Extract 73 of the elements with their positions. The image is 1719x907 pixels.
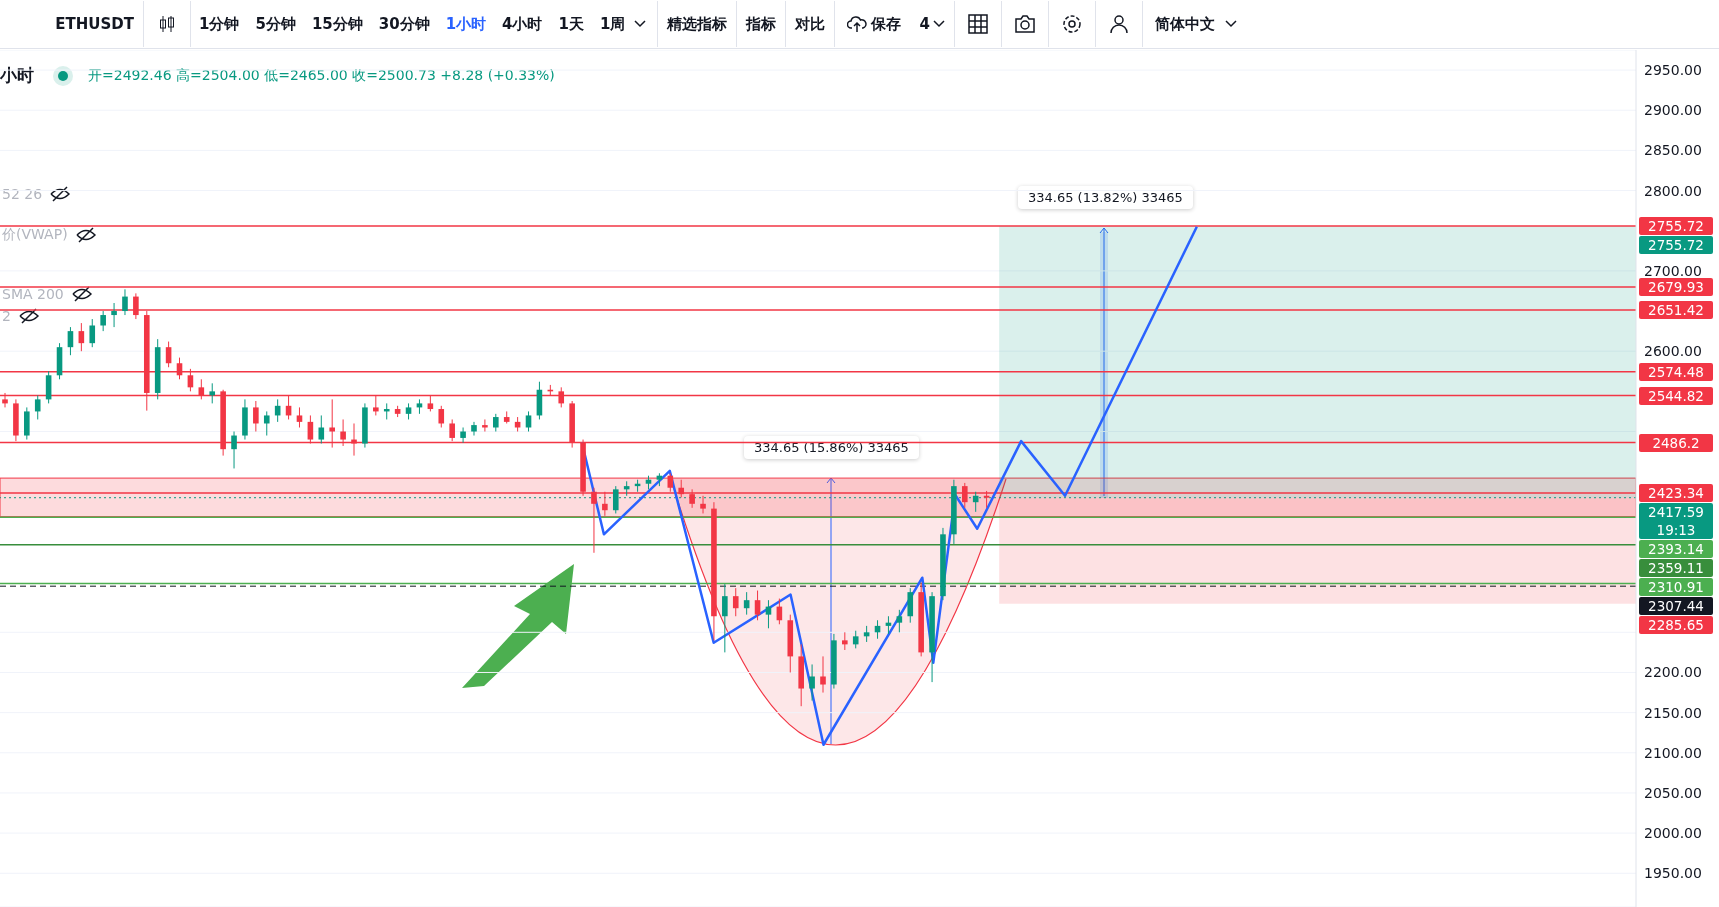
text: 保存 [869, 14, 903, 34]
y-tick-label: 2150.00 [1644, 704, 1702, 721]
ref-line-label: 2651.42 [1639, 300, 1713, 319]
y-tick-label: 1950.00 [1644, 865, 1702, 882]
y-tick-label: 2100.00 [1644, 744, 1702, 761]
candlestick [89, 318, 96, 348]
text: 简体中文 [1153, 14, 1216, 34]
annotation: 334.65 (15.86%) 33465 [744, 436, 919, 459]
text: 30分钟 [377, 14, 431, 34]
text: 1分钟 [198, 14, 241, 34]
candlestick [896, 609, 903, 633]
ref-line-label: 2574.48 [1639, 362, 1713, 381]
text: 1天 [557, 14, 585, 34]
candlestick [809, 663, 815, 702]
ref-line-label: 2486.2 [1639, 433, 1713, 452]
annotation: 334.65 (13.82%) 33465 [1018, 186, 1193, 209]
candlestick [34, 394, 41, 420]
text: 开=2492.46 高=2504.00 低=2465.00 收=2500.73 +8.28 (+0.33%) [88, 66, 555, 85]
candlestick [253, 400, 259, 433]
text: 指标 [744, 14, 778, 34]
y-tick-label: 2050.00 [1644, 784, 1702, 801]
ref-line-label: 2359.11 [1639, 559, 1713, 578]
candlestick [122, 288, 128, 316]
y-tick-label: 2800.00 [1644, 182, 1702, 199]
annotation: 价(VWAP) [2, 226, 68, 244]
candlestick [263, 410, 270, 437]
candlestick [318, 414, 325, 445]
candlestick [471, 421, 477, 437]
candlestick [100, 310, 106, 332]
y-tick-label: 2200.00 [1644, 664, 1702, 681]
ref-line-label: 2417.59 [1647, 503, 1705, 522]
candlestick [438, 405, 445, 428]
annotation: 2 [2, 308, 11, 324]
y-tick-label: 2700.00 [1644, 262, 1702, 279]
y-tick-label: 2850.00 [1644, 142, 1702, 159]
band-label: 2755.72 [1639, 236, 1713, 255]
text: 19:13 [1655, 521, 1697, 540]
ref-line-label: 2679.93 [1639, 277, 1713, 296]
chart-subtitle: ETHUSDT [54, 15, 135, 33]
ref-line-label: 2544.82 [1639, 386, 1713, 405]
candlestick [722, 583, 728, 653]
candlestick [209, 382, 216, 404]
candlestick [231, 431, 237, 469]
y-tick-label: 2900.00 [1644, 102, 1702, 119]
text: 精选指标 [666, 14, 729, 34]
ref-line-label: 2310.91 [1639, 578, 1713, 597]
candlestick [732, 587, 739, 617]
candlestick [700, 495, 706, 514]
y-tick-label: 2600.00 [1644, 343, 1702, 360]
candlestick [296, 406, 303, 428]
candlestick [111, 302, 117, 328]
ref-line-label: 2755.72 [1639, 217, 1713, 236]
band-label: 2285.65 [1639, 616, 1713, 635]
y-tick-label: 2000.00 [1644, 825, 1702, 842]
candlestick [754, 590, 761, 621]
candlestick [78, 322, 85, 352]
text: 1周 [598, 14, 627, 34]
candlestick [460, 427, 466, 444]
candlestick [525, 410, 532, 433]
text: 5分钟 [254, 14, 297, 34]
text: 1小时 [444, 14, 488, 34]
annotation: 小时 [0, 64, 34, 87]
ref-line-label: 2307.44 [1639, 597, 1713, 616]
annotation: SMA 200 [2, 286, 64, 302]
ref-line-label: 2423.34 [1639, 484, 1713, 503]
candlestick [820, 655, 826, 694]
ref-line-label: 2393.14 [1639, 540, 1713, 559]
text: 4 [918, 15, 931, 33]
text: 对比 [794, 14, 827, 34]
text: 4小时 [501, 14, 544, 34]
y-tick-label: 2950.00 [1644, 62, 1702, 79]
text: 15分钟 [310, 14, 364, 34]
candlestick [482, 418, 488, 433]
